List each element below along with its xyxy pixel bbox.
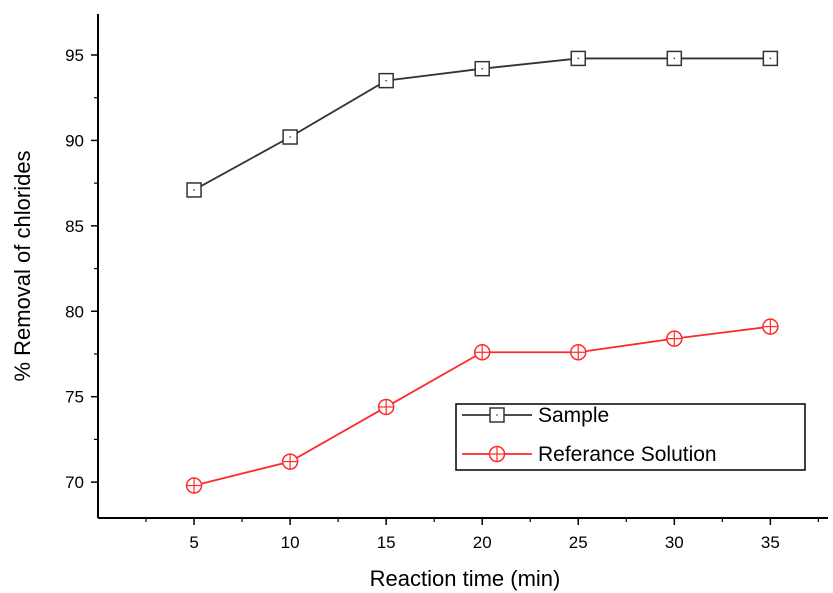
x-tick-label: 10 [281,533,300,552]
x-tick-label: 30 [665,533,684,552]
y-tick-label: 95 [65,46,84,65]
y-tick-label: 80 [65,302,84,321]
legend-label-reference-solution: Referance Solution [538,443,717,466]
x-tick-label: 15 [377,533,396,552]
data-point [377,398,395,416]
legend-items [462,407,532,463]
data-point [570,344,587,361]
y-tick-label: 75 [65,388,84,407]
data-point-dot [481,67,484,70]
x-tick-label: 35 [761,533,780,552]
legend-marker [488,445,506,463]
series-1 [185,318,779,494]
y-axis-title: % Removal of chlorides [10,150,35,381]
x-tick-label: 20 [473,533,492,552]
series-layer [185,50,779,494]
axes: 5 10 15 20 25 30 35 70 75 80 85 90 95 [65,14,828,552]
legend-label-sample: Sample [538,404,609,427]
legend-item-1 [462,445,532,463]
x-tick-label: 25 [569,533,588,552]
data-point [281,453,299,470]
data-point [762,318,779,335]
x-tick-label: 5 [189,533,198,552]
series-0 [186,50,779,198]
series-line [193,57,771,191]
y-tick-label: 90 [65,131,84,150]
data-point [473,344,491,361]
data-point [185,477,203,494]
data-point-dot [289,136,291,138]
legend: Sample Referance Solution [455,403,806,471]
legend-item-0 [462,407,532,423]
data-point-dot [577,57,580,60]
data-point-dot [193,189,195,191]
data-point-dot [769,57,772,60]
x-axis-title: Reaction time (min) [370,566,561,591]
data-point-dot [385,79,387,82]
legend-marker-dot [496,414,498,416]
data-point [666,330,683,347]
y-tick-label: 85 [65,217,84,236]
y-tick-label: 70 [65,473,84,492]
data-point-dot [673,57,676,60]
